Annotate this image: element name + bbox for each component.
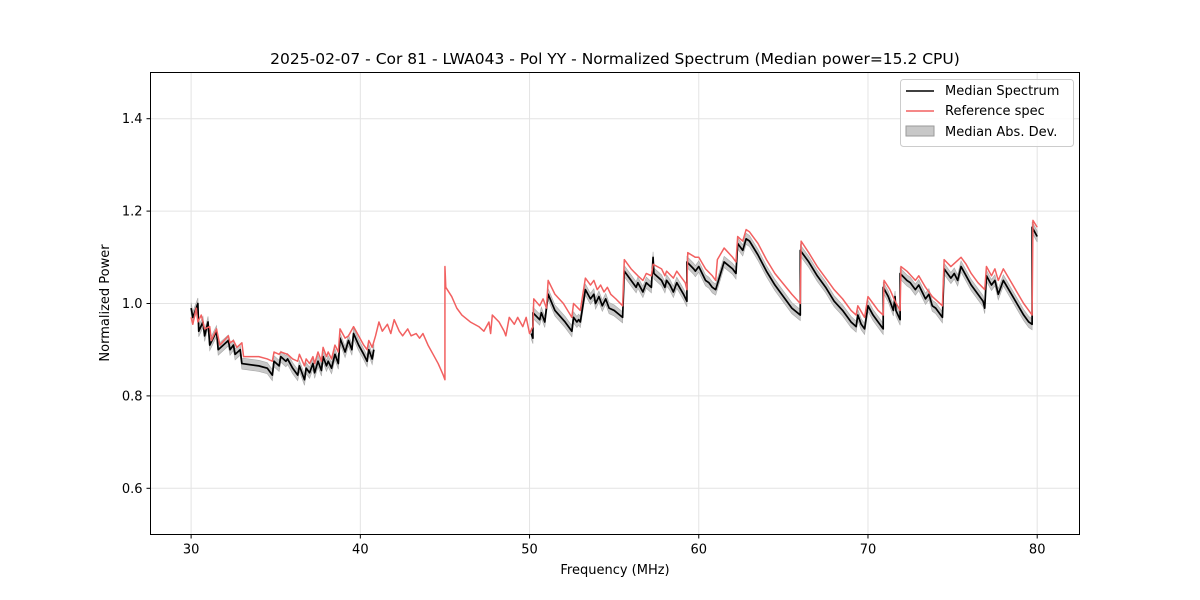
y-tick-label: 0.8 bbox=[122, 389, 143, 404]
y-tick-label: 1.0 bbox=[122, 297, 143, 312]
x-tick-label: 40 bbox=[352, 543, 369, 558]
y-axis-label: Normalized Power bbox=[98, 244, 113, 362]
x-tick-label: 60 bbox=[690, 543, 707, 558]
x-tick-label: 70 bbox=[860, 543, 877, 558]
x-tick-label: 50 bbox=[521, 543, 538, 558]
x-tick-label: 80 bbox=[1029, 543, 1046, 558]
x-tick-label: 30 bbox=[183, 543, 200, 558]
legend-swatch-mad bbox=[905, 125, 935, 137]
legend-box bbox=[900, 79, 1074, 147]
y-tick-label: 1.4 bbox=[122, 112, 143, 127]
x-axis-label: Frequency (MHz) bbox=[560, 563, 669, 578]
median-spectrum-line bbox=[190, 302, 375, 381]
legend-label-mad: Median Abs. Dev. bbox=[945, 125, 1057, 140]
x-axis-ticks: 30 40 50 60 70 80 bbox=[183, 534, 1046, 558]
reference-spectrum-line bbox=[190, 219, 1038, 381]
legend-label-median: Median Spectrum bbox=[945, 84, 1059, 99]
series-lines bbox=[190, 219, 1038, 381]
chart-title: 2025-02-07 - Cor 81 - LWA043 - Pol YY - … bbox=[270, 50, 960, 68]
y-tick-label: 1.2 bbox=[122, 205, 143, 220]
legend-label-reference: Reference spec bbox=[945, 104, 1045, 119]
legend: Median Spectrum Reference spec Median Ab… bbox=[900, 79, 1074, 147]
median-spectrum-line bbox=[530, 226, 1038, 339]
y-axis-ticks: 0.6 0.8 1.0 1.2 1.4 bbox=[122, 112, 151, 497]
y-tick-label: 0.6 bbox=[122, 482, 143, 497]
